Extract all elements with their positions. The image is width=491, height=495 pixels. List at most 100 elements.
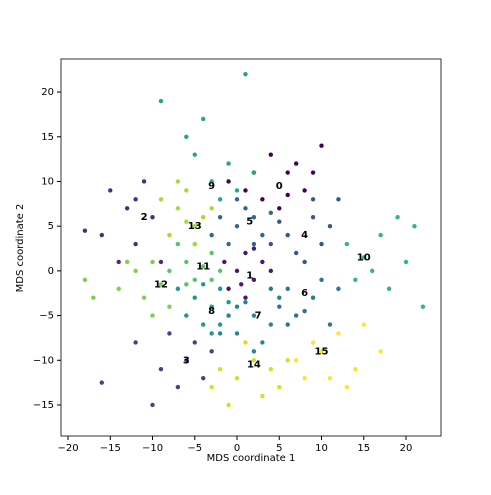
point: [217, 367, 223, 372]
point: [167, 268, 172, 274]
point: [209, 349, 214, 354]
point: [141, 295, 147, 300]
point: [268, 268, 274, 274]
point: [226, 402, 231, 408]
point: [167, 331, 172, 336]
point: [310, 215, 316, 220]
point: [222, 259, 227, 265]
point: [277, 206, 282, 211]
y-tick-label: 15: [41, 132, 54, 143]
cluster-label: 6: [301, 288, 308, 299]
point: [268, 152, 274, 157]
point: [293, 358, 299, 363]
x-axis-label: MDS coordinate 1: [207, 453, 296, 464]
point: [226, 161, 231, 166]
point: [319, 277, 324, 283]
cluster-label: 4: [301, 230, 308, 241]
point: [150, 402, 155, 408]
point: [251, 349, 257, 354]
point: [268, 367, 274, 372]
point: [243, 340, 248, 345]
point: [217, 331, 223, 336]
point: [302, 375, 307, 381]
point: [344, 384, 350, 390]
point: [150, 259, 155, 265]
point: [319, 349, 324, 354]
cluster-label: 15: [315, 346, 329, 357]
point: [209, 179, 214, 184]
point: [302, 308, 307, 314]
point: [209, 331, 214, 336]
point: [217, 322, 223, 327]
point: [158, 98, 164, 104]
point: [403, 259, 409, 265]
y-tick-label: −10: [33, 355, 54, 366]
point: [251, 170, 257, 175]
point: [386, 286, 392, 291]
x-tick-label: −20: [57, 443, 78, 454]
point: [239, 282, 244, 287]
point: [141, 179, 147, 184]
point: [251, 215, 257, 220]
x-tick-label: −10: [142, 443, 163, 454]
point: [277, 304, 282, 309]
point: [319, 143, 324, 148]
point: [209, 304, 214, 309]
point: [226, 179, 231, 184]
point: [124, 206, 130, 211]
point: [91, 295, 96, 300]
point: [201, 322, 206, 327]
point: [192, 152, 197, 157]
point: [361, 322, 366, 327]
point: [327, 223, 333, 229]
point: [251, 246, 257, 251]
point: [336, 331, 341, 336]
point: [99, 380, 105, 385]
point: [82, 277, 88, 283]
x-tick-label: 10: [315, 443, 328, 454]
cluster-label: 3: [183, 355, 190, 366]
point: [192, 340, 197, 345]
point: [251, 358, 257, 363]
point: [310, 197, 316, 202]
point: [285, 358, 290, 363]
point: [268, 286, 274, 291]
point: [234, 375, 240, 381]
point: [234, 268, 240, 274]
point: [150, 313, 155, 318]
point: [133, 268, 138, 274]
point: [293, 250, 299, 256]
point: [209, 250, 214, 256]
point: [217, 286, 223, 291]
cluster-label: 1: [246, 270, 253, 281]
point: [285, 192, 290, 198]
x-tick-label: 15: [357, 443, 370, 454]
point: [353, 367, 358, 372]
point: [116, 286, 121, 291]
point: [133, 340, 138, 345]
point: [412, 223, 417, 229]
point: [268, 241, 274, 247]
point: [243, 250, 248, 256]
point: [226, 313, 231, 318]
y-tick-label: −5: [39, 311, 54, 322]
point: [209, 277, 214, 283]
point: [226, 299, 231, 305]
point: [158, 259, 164, 265]
point: [175, 206, 181, 211]
point: [260, 197, 265, 202]
point: [251, 313, 257, 318]
point: [158, 197, 164, 202]
point: [184, 219, 189, 224]
cluster-label: 5: [246, 217, 253, 228]
point: [99, 232, 105, 238]
point: [285, 232, 290, 238]
point: [285, 286, 290, 291]
cluster-label: 9: [208, 181, 215, 192]
point: [201, 116, 206, 122]
cluster-label: 0: [276, 181, 283, 192]
point: [277, 295, 282, 300]
point: [175, 179, 181, 184]
point: [260, 340, 265, 345]
